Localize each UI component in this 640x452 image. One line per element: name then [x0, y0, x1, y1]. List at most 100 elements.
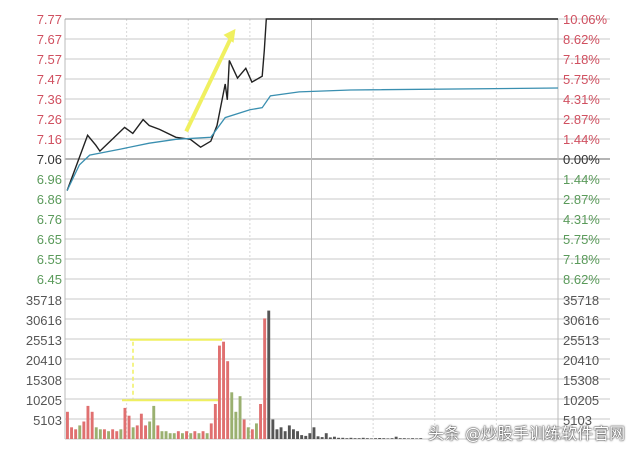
volume-bar: [189, 433, 193, 439]
arrow-head-icon: [223, 28, 236, 43]
price-tick-label: 6.65: [37, 232, 62, 247]
volume-bar: [172, 433, 176, 439]
volume-bar: [255, 423, 258, 439]
volume-bar: [70, 427, 73, 439]
volume-bar: [246, 427, 250, 439]
volume-bar: [407, 438, 410, 439]
volume-bar: [267, 310, 271, 439]
volume-bar: [119, 429, 123, 439]
volume-bar: [259, 404, 262, 439]
watermark: 头条 @炒股手训练软件官网: [428, 424, 626, 443]
percent-tick-label: 8.62%: [563, 272, 600, 287]
volume-bar: [66, 411, 69, 439]
volume-bar: [168, 433, 172, 439]
volume-bar: [287, 425, 291, 439]
volume-tick-label-right: 20410: [563, 353, 599, 368]
grid: [64, 18, 610, 440]
volume-tick-label: 25513: [26, 333, 62, 348]
volume-tick-label: 5103: [33, 413, 62, 428]
percent-tick-label: 5.75%: [563, 72, 600, 87]
volume-bar: [94, 427, 98, 439]
volume-tick-label: 35718: [26, 293, 62, 308]
price-tick-label: 7.36: [37, 92, 62, 107]
volume-bar: [181, 433, 184, 439]
volume-bar: [86, 405, 90, 439]
volume-bar: [234, 411, 238, 439]
price-tick-label: 7.26: [37, 112, 62, 127]
percent-tick-label: 8.62%: [563, 32, 600, 47]
volume-bar: [300, 435, 304, 439]
percent-tick-label: 7.18%: [563, 252, 600, 267]
volume-bar: [98, 429, 102, 439]
percent-tick-label: 1.44%: [563, 132, 600, 147]
volume-bar: [250, 429, 254, 439]
volume-bar: [292, 429, 295, 439]
volume-bar: [193, 431, 197, 439]
volume-bar: [90, 411, 94, 439]
percent-tick-label: 4.31%: [563, 212, 600, 227]
volume-bar: [419, 438, 423, 439]
volume-bar: [152, 405, 156, 439]
volume-tick-label-right: 15308: [563, 373, 599, 388]
volume-bar: [275, 429, 279, 439]
volume-bar: [185, 431, 188, 439]
annotations: [122, 28, 236, 402]
volume-bar: [320, 437, 324, 439]
price-tick-label: 7.67: [37, 32, 62, 47]
volume-bar: [201, 431, 205, 439]
volume-bar: [398, 438, 402, 439]
volume-bar: [357, 438, 361, 439]
percent-tick-label: 5.75%: [563, 232, 600, 247]
volume-bar: [127, 415, 131, 439]
volume-bar: [415, 438, 419, 439]
volume-tick-label: 30616: [26, 313, 62, 328]
price-tick-label: 6.96: [37, 172, 62, 187]
volume-bar: [156, 425, 160, 439]
volume-bar: [160, 431, 164, 439]
volume-bar: [144, 425, 147, 439]
price-tick-label: 6.55: [37, 252, 62, 267]
volume-bar: [176, 431, 180, 439]
price-tick-label: 7.57: [37, 52, 62, 67]
arrow-shaft: [184, 35, 234, 133]
volume-bar: [74, 429, 78, 439]
volume-bar: [333, 436, 336, 439]
volume-bar: [230, 392, 234, 439]
volume-bar: [390, 438, 394, 439]
volume-bar: [349, 437, 353, 439]
volume-bar: [218, 345, 221, 439]
volume-tick-label: 15308: [26, 373, 62, 388]
axis-labels: 7.77 7.67 7.57 7.47 7.36 7.26 7.16 7.06 6.96 6.86…: [26, 12, 608, 428]
volume-bar: [238, 396, 242, 439]
price-tick-label: 6.45: [37, 272, 62, 287]
volume-bar: [361, 437, 365, 439]
volume-tick-label-right: 10205: [563, 393, 599, 408]
volume-bar: [312, 427, 316, 439]
volume-bar: [135, 425, 139, 439]
volume-bar: [271, 419, 275, 439]
volume-bar: [107, 431, 110, 439]
volume-tick-label: 20410: [26, 353, 62, 368]
volume-bar: [308, 433, 312, 439]
price-tick-label: 7.16: [37, 132, 62, 147]
volume-bar: [316, 436, 320, 439]
volume-tick-label: 10205: [26, 393, 62, 408]
volume-bar: [382, 438, 386, 439]
volume-bar: [411, 438, 414, 439]
price-lines: [66, 18, 559, 191]
percent-tick-label: 7.18%: [563, 52, 600, 67]
volume-bar: [283, 431, 287, 439]
price-tick-label: 7.47: [37, 72, 62, 87]
price-tick-label: 6.76: [37, 212, 62, 227]
percent-tick-label: 1.44%: [563, 172, 600, 187]
volume-bar: [123, 407, 127, 439]
volume-tick-label-right: 25513: [563, 333, 599, 348]
volume-tick-label-right: 35718: [563, 293, 599, 308]
volume-bar: [394, 436, 398, 439]
volume-bars: [66, 310, 423, 439]
volume-bar: [370, 438, 373, 439]
volume-bar: [209, 423, 213, 439]
volume-bar: [82, 421, 86, 439]
volume-bar: [197, 433, 201, 439]
volume-bar: [324, 433, 328, 439]
